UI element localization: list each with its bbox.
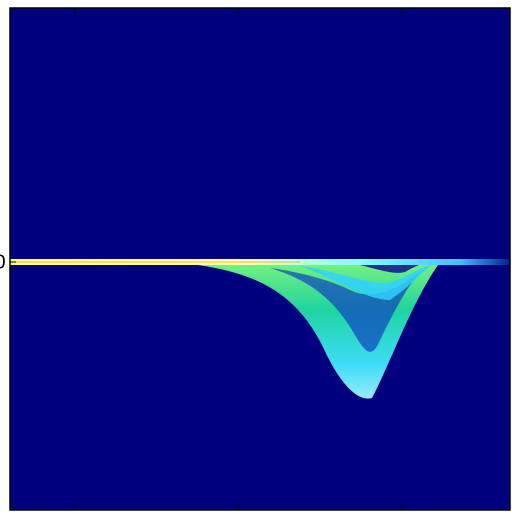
heatmap-band xyxy=(270,268,420,352)
heatmap-upper-arm xyxy=(300,264,432,300)
plot-area xyxy=(9,7,511,511)
tick-marks xyxy=(10,8,403,510)
plot-frame xyxy=(9,7,511,511)
y-tick-label: 0 xyxy=(0,251,6,273)
